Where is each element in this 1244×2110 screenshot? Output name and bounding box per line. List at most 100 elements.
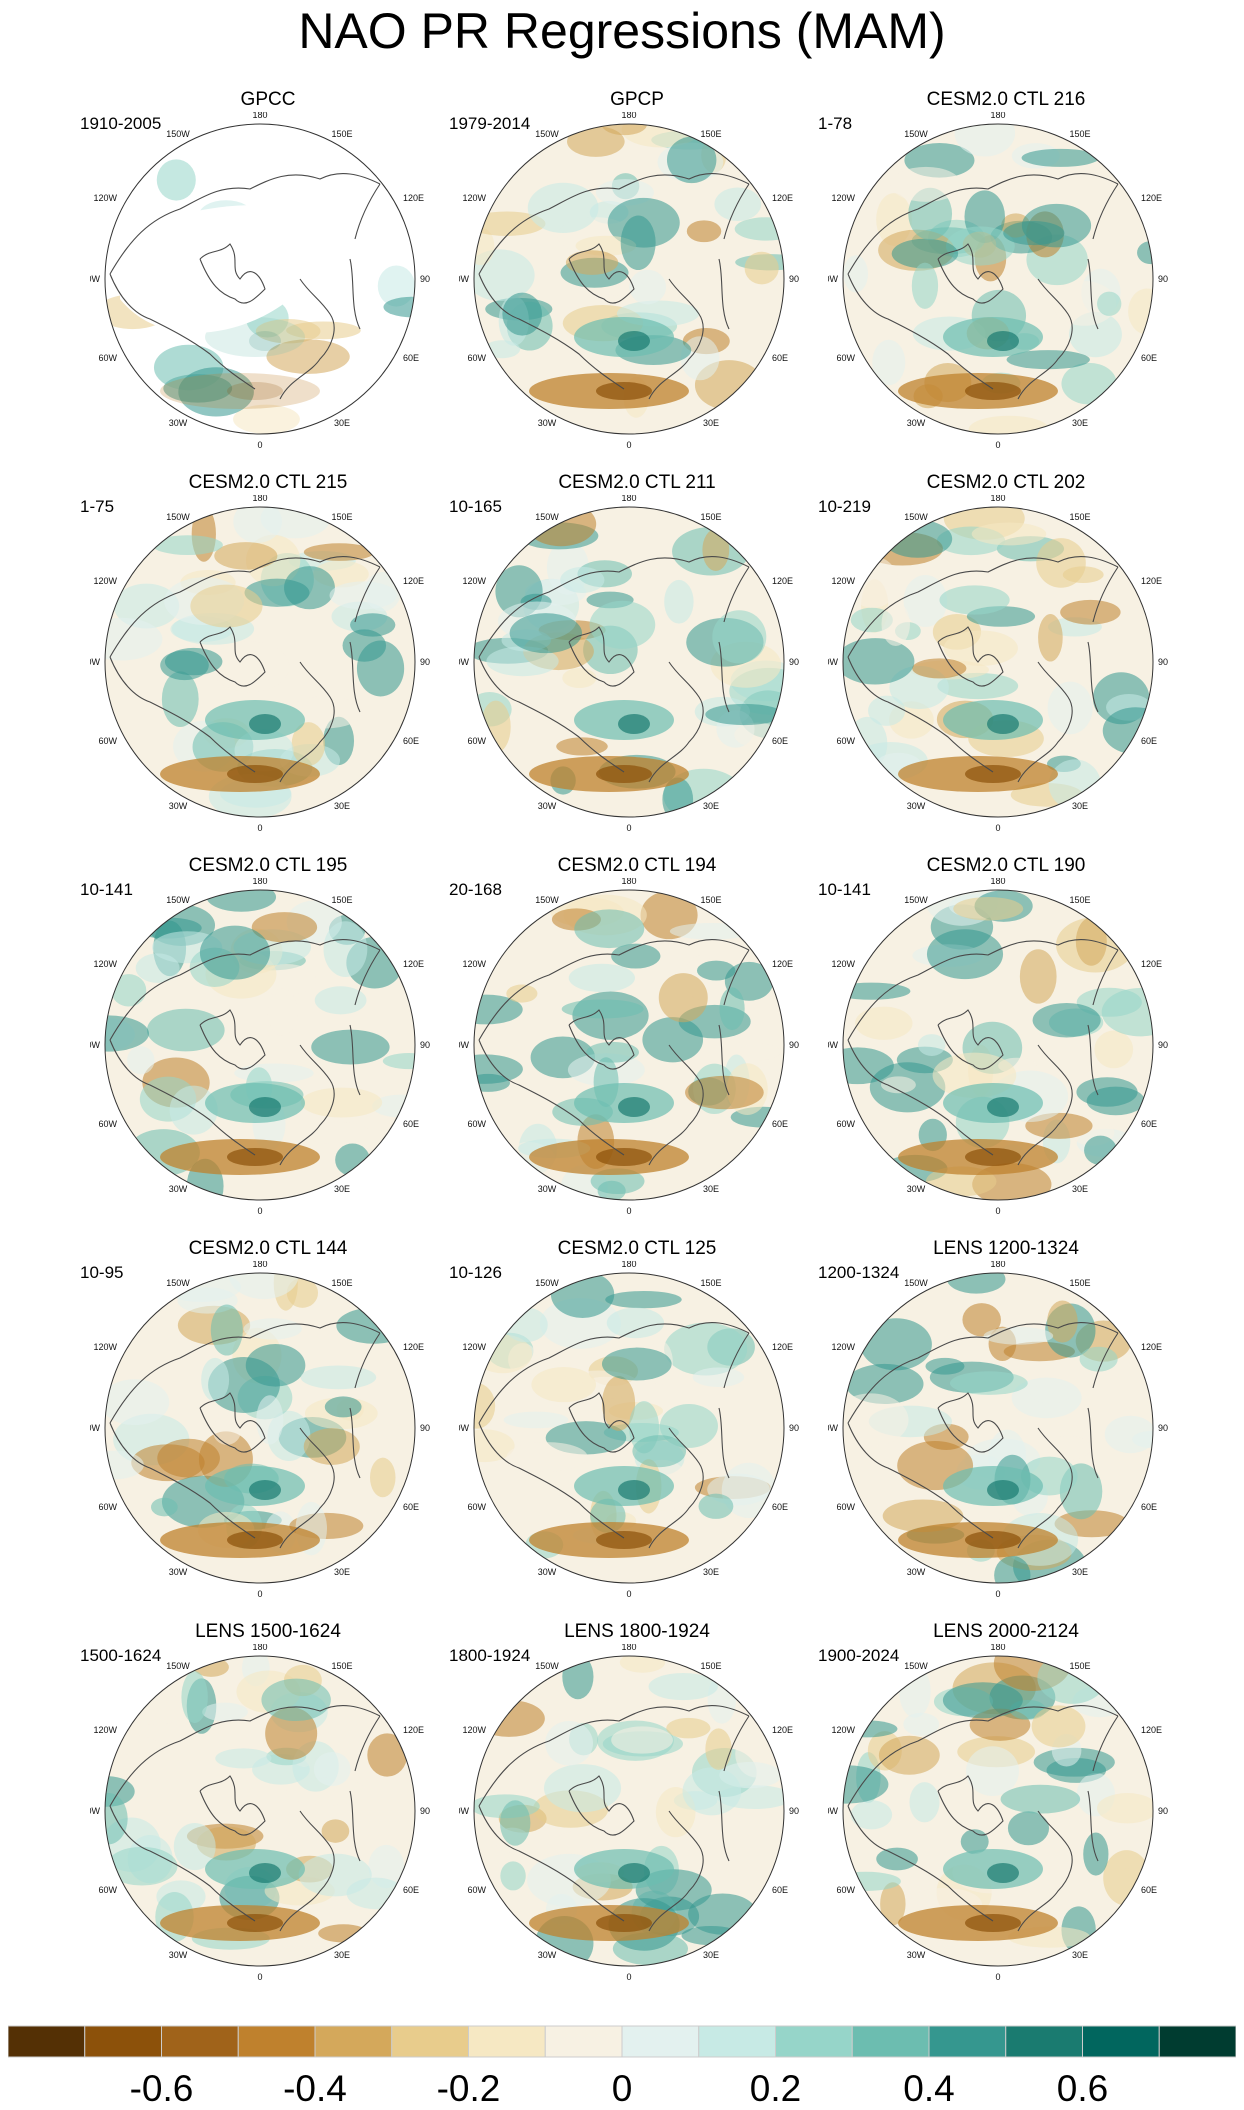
- panel-title: LENS 1500-1624: [195, 1621, 341, 1642]
- colorbar-swatch: [468, 2025, 546, 2058]
- longitude-label: 60W: [836, 1885, 855, 1895]
- longitude-label: 30W: [907, 1567, 926, 1577]
- longitude-label: 90W: [828, 274, 838, 284]
- longitude-label: 180: [990, 112, 1005, 120]
- longitude-label: 180: [990, 1261, 1005, 1269]
- longitude-label: 120W: [93, 1725, 117, 1735]
- longitude-label: 150W: [535, 1278, 559, 1288]
- map-panel: GPCP 1979-2014 180 150W 150E 120W 120E 90W 90E 60…: [449, 89, 829, 459]
- longitude-label: 180: [990, 495, 1005, 503]
- panel-title: CESM2.0 CTL 211: [558, 472, 716, 493]
- longitude-label: 30W: [169, 1184, 188, 1194]
- panel-title: CESM2.0 CTL 190: [926, 855, 1086, 876]
- longitude-label: 120W: [831, 193, 855, 203]
- colorbar-swatch: [161, 2025, 239, 2058]
- longitude-label: 90E: [1158, 657, 1168, 667]
- longitude-label: 120W: [462, 576, 486, 586]
- longitude-label: 30W: [538, 1950, 557, 1960]
- longitude-label: 60E: [1141, 736, 1157, 746]
- panel-years: 10-219: [818, 497, 871, 516]
- colorbar-tick-label: -0.2: [437, 2068, 501, 2105]
- longitude-label: 90W: [90, 1040, 100, 1050]
- longitude-label: 60W: [98, 1885, 117, 1895]
- longitude-label: 30E: [334, 1950, 350, 1960]
- longitude-label: 180: [621, 1261, 636, 1269]
- colorbar-swatch: [775, 2025, 853, 2058]
- map-panel: CESM2.0 CTL 202 10-219 180 150W 150E 120W 120E…: [818, 472, 1198, 842]
- longitude-label: 30W: [907, 1950, 926, 1960]
- polar-map: 180 150W 150E 120W 120E 90W 90E 60W 60E 30W 30E 0: [828, 495, 1168, 833]
- longitude-label: 150W: [904, 1278, 928, 1288]
- longitude-label: 150W: [904, 895, 928, 905]
- longitude-label: 120W: [831, 576, 855, 586]
- longitude-label: 150E: [700, 895, 721, 905]
- panel-title: CESM2.0 CTL 215: [188, 472, 348, 493]
- panel-title: CESM2.0 CTL 125: [557, 1238, 717, 1259]
- polar-map: 180 150W 150E 120W 120E 90W 90E 60W 60E 30W 30E 0: [828, 1644, 1168, 1982]
- colorbar-swatch: [314, 2025, 393, 2058]
- longitude-label: 120E: [403, 1342, 424, 1352]
- polar-map: 180 150W 150E 120W 120E 90W 90E 60W 60E 30W 30E 0: [459, 878, 799, 1216]
- longitude-label: 150W: [904, 512, 928, 522]
- polar-map: 180 150W 150E 120W 120E 90W 90E 60W 60E 30W 30E 0: [90, 878, 430, 1216]
- longitude-label: 90W: [90, 274, 100, 284]
- longitude-label: 60W: [467, 1885, 486, 1895]
- longitude-label: 30E: [1072, 1567, 1088, 1577]
- longitude-label: 60E: [403, 1119, 419, 1129]
- longitude-label: 30W: [907, 1184, 926, 1194]
- longitude-label: 0: [257, 1206, 262, 1216]
- colorbar-swatch: [1158, 2025, 1237, 2058]
- colorbar-swatch: [928, 2025, 1007, 2058]
- longitude-label: 150W: [166, 129, 190, 139]
- longitude-label: 180: [990, 878, 1005, 886]
- colorbar-swatch: [84, 2025, 162, 2058]
- longitude-label: 30E: [1072, 1184, 1088, 1194]
- longitude-label: 90E: [420, 1040, 430, 1050]
- longitude-label: 90E: [789, 274, 799, 284]
- longitude-label: 150E: [331, 129, 352, 139]
- polar-map: 180 150W 150E 120W 120E 90W 90E 60W 60E 30W 30E 0: [828, 878, 1168, 1216]
- longitude-label: 150W: [166, 1661, 190, 1671]
- longitude-label: 90W: [828, 1040, 838, 1050]
- longitude-label: 90E: [789, 1040, 799, 1050]
- colorbar-swatch: [1082, 2025, 1160, 2058]
- map-panel: CESM2.0 CTL 195 10-141 180 150W 150E 120W 120E…: [80, 855, 460, 1225]
- longitude-label: 30W: [538, 1184, 557, 1194]
- longitude-label: 90W: [459, 1040, 469, 1050]
- longitude-label: 90E: [789, 1423, 799, 1433]
- longitude-label: 60W: [836, 353, 855, 363]
- panel-years: 1500-1624: [80, 1646, 162, 1665]
- longitude-label: 60E: [772, 736, 788, 746]
- longitude-label: 0: [995, 1589, 1000, 1599]
- longitude-label: 120W: [831, 1725, 855, 1735]
- longitude-label: 60E: [403, 1502, 419, 1512]
- longitude-label: 0: [626, 1972, 631, 1982]
- longitude-label: 150E: [700, 129, 721, 139]
- longitude-label: 90W: [459, 1806, 469, 1816]
- longitude-label: 150W: [535, 895, 559, 905]
- longitude-label: 120E: [1141, 576, 1162, 586]
- longitude-label: 60E: [1141, 1119, 1157, 1129]
- longitude-label: 150W: [535, 512, 559, 522]
- longitude-label: 90W: [90, 1806, 100, 1816]
- longitude-label: 180: [621, 495, 636, 503]
- longitude-label: 120E: [1141, 1342, 1162, 1352]
- panel-years: 1910-2005: [80, 114, 162, 133]
- longitude-label: 150W: [904, 1661, 928, 1671]
- longitude-label: 180: [252, 495, 267, 503]
- longitude-label: 30W: [169, 1567, 188, 1577]
- longitude-label: 60E: [403, 736, 419, 746]
- longitude-label: 60E: [403, 353, 419, 363]
- longitude-label: 150E: [1069, 1661, 1090, 1671]
- longitude-label: 180: [252, 878, 267, 886]
- map-panel: GPCC 1910-2005 180 150W 150E 120W 120E 90W 90E 60…: [80, 89, 460, 459]
- longitude-label: 60W: [98, 736, 117, 746]
- map-panel: LENS 1200-1324 1200-1324 180 150W 150E 120W 12…: [818, 1238, 1198, 1608]
- longitude-label: 120W: [462, 1342, 486, 1352]
- longitude-label: 60W: [836, 736, 855, 746]
- panel-title: CESM2.0 CTL 144: [188, 1238, 348, 1259]
- colorbar: -0.6 -0.4 -0.2 0 0.2 0.4 0.6: [7, 2025, 1237, 2109]
- map-panel: CESM2.0 CTL 125 10-126 180 150W 150E 120W 120E…: [449, 1238, 829, 1608]
- colorbar-tick-label: -0.4: [283, 2068, 347, 2105]
- longitude-label: 60W: [98, 353, 117, 363]
